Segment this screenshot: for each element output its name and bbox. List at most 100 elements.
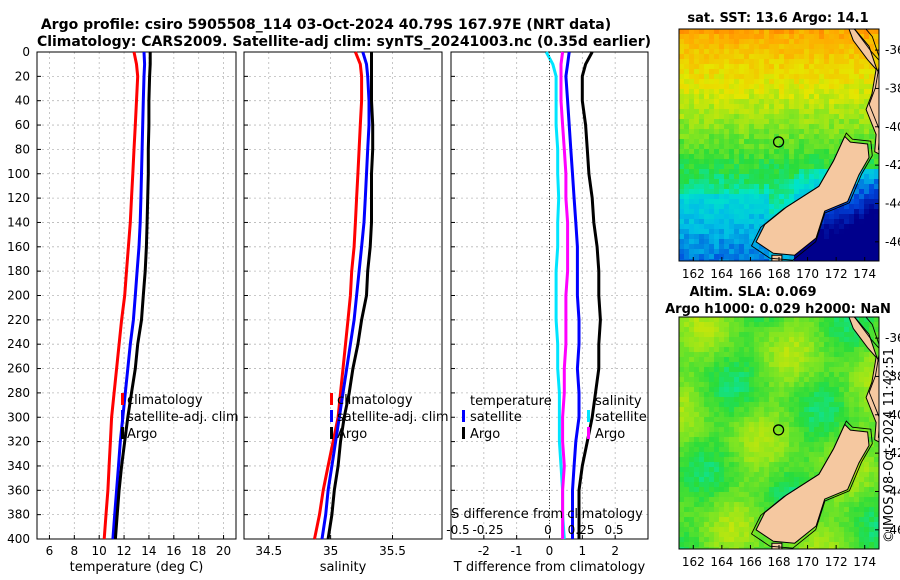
map-cell — [724, 467, 730, 473]
map-cell — [694, 29, 700, 35]
map-cell — [854, 472, 860, 478]
map-cell — [734, 447, 740, 453]
map-cell — [799, 144, 805, 150]
map-cell — [864, 194, 870, 200]
map-cell — [729, 84, 735, 90]
series-line-argo — [326, 52, 375, 540]
map-cell — [769, 79, 775, 85]
map-cell — [764, 477, 770, 483]
map-cell — [684, 129, 690, 135]
map-cell — [734, 372, 740, 378]
map-lat-label: -38 — [885, 369, 900, 383]
map-cell — [744, 49, 750, 55]
map-cell — [869, 209, 875, 215]
map-cell — [804, 367, 810, 373]
map-cell — [864, 239, 870, 245]
map-cell — [689, 159, 695, 165]
map-cell — [689, 442, 695, 448]
map-cell — [744, 542, 750, 548]
map-cell — [789, 114, 795, 120]
map-cell — [679, 109, 685, 115]
map-cell — [724, 392, 730, 398]
map-cell — [824, 337, 830, 343]
map-cell — [754, 442, 760, 448]
map-cell — [789, 99, 795, 105]
map-cell — [719, 327, 725, 333]
map-cell — [834, 427, 840, 433]
map-cell — [819, 457, 825, 463]
map-cell — [719, 427, 725, 433]
map-cell — [684, 249, 690, 255]
map-cell — [829, 154, 835, 160]
map-cell — [774, 327, 780, 333]
map-cell — [864, 189, 870, 195]
map-cell — [784, 332, 790, 338]
map-cell — [849, 537, 855, 543]
map-cell — [769, 337, 775, 343]
map-cell — [694, 144, 700, 150]
map-cell — [869, 259, 875, 261]
map-cell — [699, 44, 705, 50]
map-cell — [819, 387, 825, 393]
map-cell — [749, 427, 755, 433]
map-cell — [709, 382, 715, 388]
map-cell — [749, 89, 755, 95]
map-cell — [799, 452, 805, 458]
map-cell — [859, 407, 865, 413]
map-cell — [749, 377, 755, 383]
map-cell — [864, 139, 870, 145]
map-cell — [859, 204, 865, 210]
map-cell — [809, 64, 815, 70]
map-cell — [874, 492, 879, 498]
map-cell — [829, 44, 835, 50]
map-cell — [704, 69, 710, 75]
map-cell — [864, 407, 870, 413]
map-cell — [739, 367, 745, 373]
map-cell — [734, 239, 740, 245]
map-cell — [789, 89, 795, 95]
map-cell — [834, 437, 840, 443]
map-cell — [814, 239, 820, 245]
map-cell — [689, 487, 695, 493]
map-cell — [849, 79, 855, 85]
map-cell — [714, 169, 720, 175]
map-cell — [789, 452, 795, 458]
bathymetry-contour — [854, 29, 879, 151]
map-cell — [704, 149, 710, 155]
map-cell — [739, 224, 745, 230]
map-cell — [744, 352, 750, 358]
map-cell — [729, 154, 735, 160]
map-cell — [874, 209, 879, 215]
map-cell — [764, 542, 770, 548]
map-cell — [744, 179, 750, 185]
map-cell — [824, 392, 830, 398]
map-cell — [769, 497, 775, 503]
map-cell — [684, 327, 690, 333]
map-cell — [704, 402, 710, 408]
map-cell — [739, 179, 745, 185]
map-cell — [734, 342, 740, 348]
map-cell — [769, 164, 775, 170]
map-cell — [739, 507, 745, 513]
map-cell — [699, 109, 705, 115]
map-cell — [869, 194, 875, 200]
map-cell — [864, 204, 870, 210]
map-cell — [809, 114, 815, 120]
map-cell — [779, 332, 785, 338]
map-cell — [744, 522, 750, 528]
map-cell — [684, 144, 690, 150]
map-cell — [679, 452, 685, 458]
map-cell — [759, 497, 765, 503]
map-cell — [709, 149, 715, 155]
map-cell — [729, 104, 735, 110]
map-cell — [774, 442, 780, 448]
map-cell — [724, 502, 730, 508]
map-cell — [869, 522, 875, 528]
map-cell — [754, 487, 760, 493]
map-cell — [839, 234, 845, 240]
map-cell — [734, 94, 740, 100]
map-cell — [714, 79, 720, 85]
map-cell — [859, 417, 865, 423]
map-cell — [724, 204, 730, 210]
map-cell — [854, 84, 860, 90]
